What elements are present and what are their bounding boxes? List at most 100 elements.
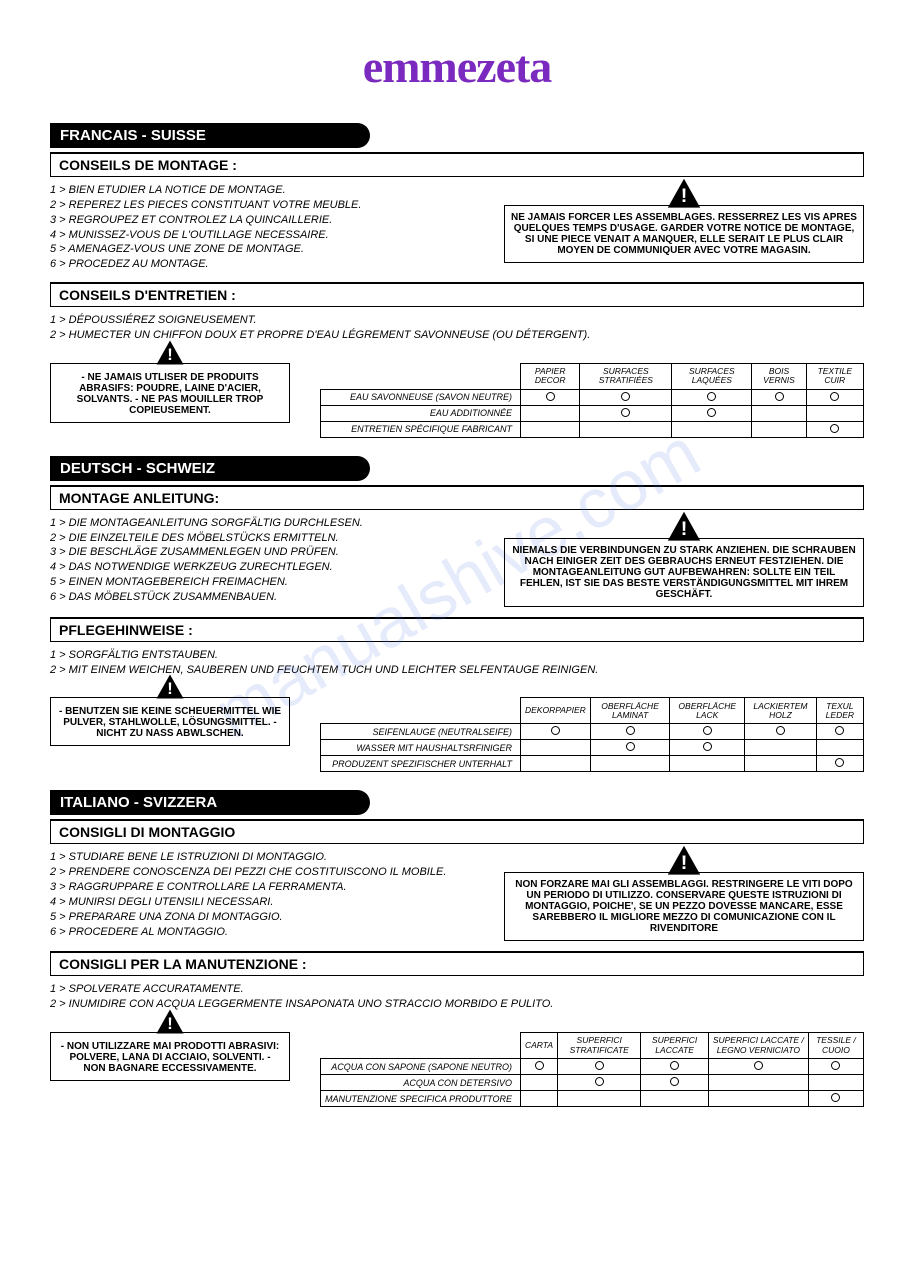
svg-text:!: ! bbox=[167, 1015, 173, 1033]
circle-icon bbox=[551, 726, 560, 735]
svg-text:!: ! bbox=[681, 185, 688, 207]
circle-icon bbox=[595, 1061, 604, 1070]
circle-icon bbox=[775, 392, 784, 401]
tip-line: 1 > STUDIARE BENE LE ISTRUZIONI DI MONTA… bbox=[50, 850, 484, 865]
circle-icon bbox=[776, 726, 785, 735]
section-header: CONSEILS DE MONTAGE : bbox=[50, 152, 864, 177]
table-cell bbox=[580, 405, 672, 421]
tip-line: 2 > PRENDERE CONOSCENZA DEI PEZZI CHE CO… bbox=[50, 865, 484, 880]
language-header: DEUTSCH - SCHWEIZ bbox=[50, 456, 370, 481]
table-row-label: SEIFENLAUGE (NEUTRALSEIFE) bbox=[321, 724, 521, 740]
warning-icon: ! bbox=[155, 1008, 185, 1035]
tip-line: 3 > DIE BESCHLÄGE ZUSAMMENLEGEN UND PRÜF… bbox=[50, 545, 484, 560]
section-header: MONTAGE ANLEITUNG: bbox=[50, 485, 864, 510]
table-col-header: DEKORPAPIER bbox=[521, 698, 591, 724]
circle-icon bbox=[835, 758, 844, 767]
table-cell bbox=[745, 740, 817, 756]
table-cell bbox=[745, 756, 817, 772]
warning-box: NE JAMAIS FORCER LES ASSEMBLAGES. RESSER… bbox=[504, 205, 864, 263]
svg-text:!: ! bbox=[681, 518, 688, 540]
table-cell bbox=[752, 389, 806, 405]
table-row-label: ENTRETIEN SPÉCIFIQUE FABRICANT bbox=[321, 421, 521, 437]
table-cell bbox=[558, 1059, 641, 1075]
tip-line: 4 > MUNIRSI DEGLI UTENSILI NECESSARI. bbox=[50, 895, 484, 910]
care-table: CARTASUPERFICI STRATIFICATESUPERFICI LAC… bbox=[320, 1032, 864, 1107]
circle-icon bbox=[626, 726, 635, 735]
table-cell bbox=[672, 421, 752, 437]
table-cell bbox=[708, 1075, 808, 1091]
table-col-header: PAPIER DECOR bbox=[521, 363, 580, 389]
table-row-label: EAU SAVONNEUSE (SAVON NEUTRE) bbox=[321, 389, 521, 405]
tip-line: 3 > RAGGRUPPARE E CONTROLLARE LA FERRAME… bbox=[50, 880, 484, 895]
table-cell bbox=[641, 1091, 708, 1107]
tip-line: 1 > BIEN ETUDIER LA NOTICE DE MONTAGE. bbox=[50, 183, 484, 198]
table-cell bbox=[816, 724, 863, 740]
tip-line: 4 > MUNISSEZ-VOUS DE L'OUTILLAGE NECESSA… bbox=[50, 228, 484, 243]
circle-icon bbox=[703, 726, 712, 735]
table-col-header: BOIS VERNIS bbox=[752, 363, 806, 389]
circle-icon bbox=[626, 742, 635, 751]
table-cell bbox=[521, 756, 591, 772]
table-cell bbox=[808, 1091, 863, 1107]
warning-box: NIEMALS DIE VERBINDUNGEN ZU STARK ANZIEH… bbox=[504, 538, 864, 607]
table-cell bbox=[521, 1091, 558, 1107]
table-cell bbox=[558, 1091, 641, 1107]
table-cell bbox=[521, 1075, 558, 1091]
table-cell bbox=[521, 405, 580, 421]
table-cell bbox=[590, 740, 670, 756]
circle-icon bbox=[707, 408, 716, 417]
circle-icon bbox=[831, 1061, 840, 1070]
table-cell bbox=[641, 1075, 708, 1091]
section-header: PFLEGEHINWEISE : bbox=[50, 617, 864, 642]
warning-box-small: - NE JAMAIS UTLISER DE PRODUITS ABRASIFS… bbox=[50, 363, 290, 423]
table-cell bbox=[580, 421, 672, 437]
table-cell bbox=[816, 740, 863, 756]
table-col-header: SURFACES STRATIFIÉES bbox=[580, 363, 672, 389]
table-row-label: PRODUZENT SPEZIFISCHER UNTERHALT bbox=[321, 756, 521, 772]
table-cell bbox=[670, 756, 745, 772]
table-row-label: MANUTENZIONE SPECIFICA PRODUTTORE bbox=[321, 1091, 521, 1107]
tip-line: 6 > PROCEDERE AL MONTAGGIO. bbox=[50, 925, 484, 940]
table-col-header: SUPERFICI LACCATE / LEGNO VERNICIATO bbox=[708, 1033, 808, 1059]
tip-line: 2 > DIE EINZELTEILE DES MÖBELSTÜCKS ERMI… bbox=[50, 531, 484, 546]
table-col-header: TESSILE / CUOIO bbox=[808, 1033, 863, 1059]
circle-icon bbox=[546, 392, 555, 401]
table-col-header: TEXUL LEDER bbox=[816, 698, 863, 724]
table-cell bbox=[641, 1059, 708, 1075]
assembly-tips: 1 > DIE MONTAGEANLEITUNG SORGFÄLTIG DURC… bbox=[50, 516, 484, 605]
table-row-label: WASSER MIT HAUSHALTSRFINIGER bbox=[321, 740, 521, 756]
language-header: FRANCAIS - SUISSE bbox=[50, 123, 370, 148]
table-cell bbox=[752, 421, 806, 437]
warning-box-small: - BENUTZEN SIE KEINE SCHEUERMITTEL WIE P… bbox=[50, 697, 290, 746]
table-cell bbox=[670, 740, 745, 756]
table-col-header: LACKIERTEM HOLZ bbox=[745, 698, 817, 724]
circle-icon bbox=[670, 1061, 679, 1070]
table-cell bbox=[672, 389, 752, 405]
table-cell bbox=[590, 756, 670, 772]
table-cell bbox=[590, 724, 670, 740]
circle-icon bbox=[535, 1061, 544, 1070]
table-col-header: SUPERFICI STRATIFICATE bbox=[558, 1033, 641, 1059]
brand-logo: emmezeta bbox=[50, 40, 864, 93]
table-cell bbox=[806, 421, 863, 437]
circle-icon bbox=[754, 1061, 763, 1070]
warning-icon: ! bbox=[155, 339, 185, 366]
language-header: ITALIANO - SVIZZERA bbox=[50, 790, 370, 815]
table-cell bbox=[521, 740, 591, 756]
section-header: CONSIGLI DI MONTAGGIO bbox=[50, 819, 864, 844]
table-col-header: OBERFLÄCHE LACK bbox=[670, 698, 745, 724]
table-cell bbox=[558, 1075, 641, 1091]
table-cell bbox=[806, 389, 863, 405]
tip-line: 3 > REGROUPEZ ET CONTROLEZ LA QUINCAILLE… bbox=[50, 213, 484, 228]
table-cell bbox=[672, 405, 752, 421]
table-cell bbox=[745, 724, 817, 740]
table-cell bbox=[816, 756, 863, 772]
warning-box-small: - NON UTILIZZARE MAI PRODOTTI ABRASIVI: … bbox=[50, 1032, 290, 1081]
tip-line: 5 > EINEN MONTAGEBEREICH FREIMACHEN. bbox=[50, 575, 484, 590]
circle-icon bbox=[831, 1093, 840, 1102]
table-cell bbox=[808, 1075, 863, 1091]
assembly-tips: 1 > STUDIARE BENE LE ISTRUZIONI DI MONTA… bbox=[50, 850, 484, 939]
circle-icon bbox=[595, 1077, 604, 1086]
table-cell bbox=[806, 405, 863, 421]
table-cell bbox=[708, 1059, 808, 1075]
